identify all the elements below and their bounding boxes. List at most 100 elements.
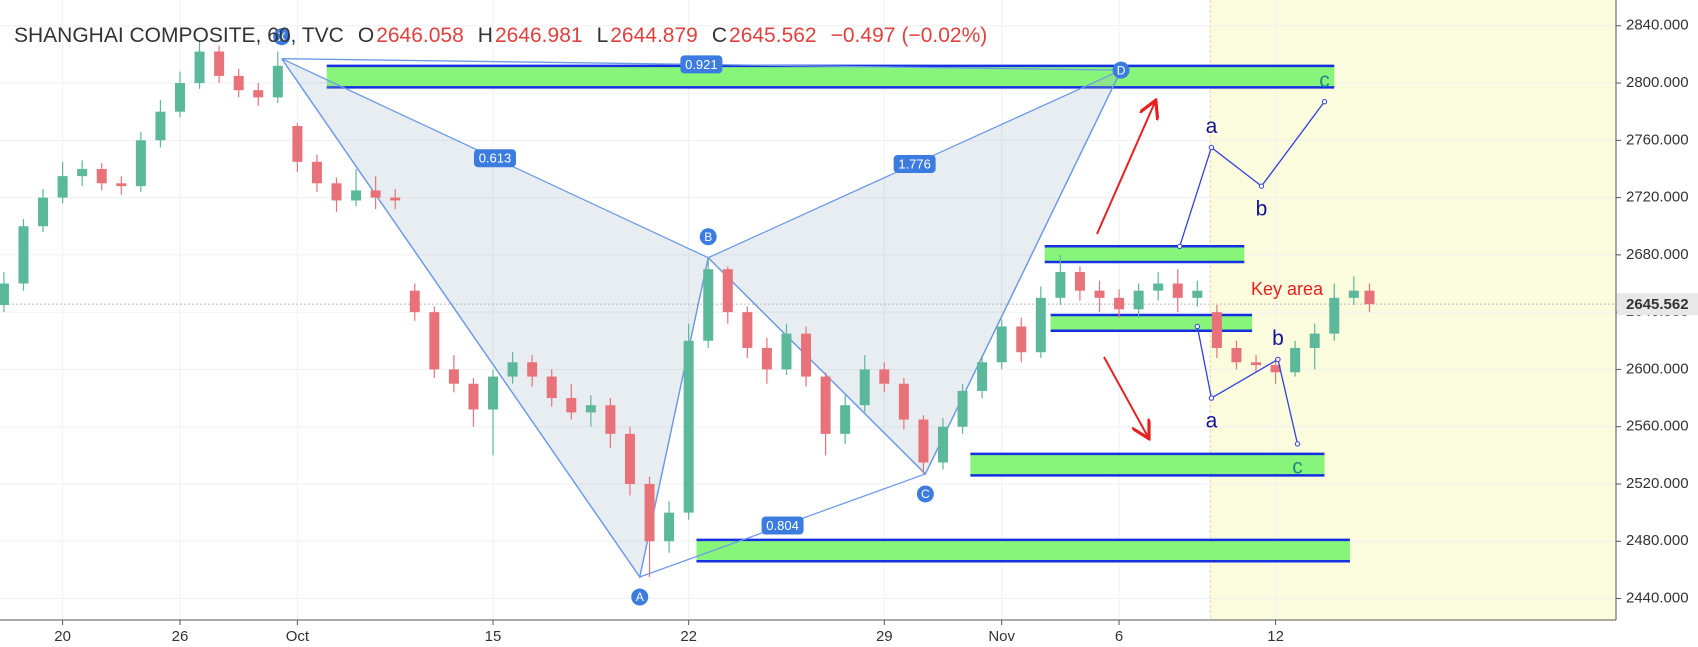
- candle-body: [1309, 333, 1320, 348]
- up-arrow: [1096, 102, 1155, 235]
- x-tick-label: Nov: [988, 628, 1015, 645]
- candle-body: [527, 362, 538, 377]
- candle-body: [1364, 290, 1375, 305]
- candle-body: [722, 269, 733, 313]
- symbol-title: SHANGHAI COMPOSITE, 60, TVC: [14, 24, 344, 47]
- candle-body: [879, 369, 890, 384]
- y-tick-label: 2600.000: [1626, 360, 1689, 377]
- candle-body: [1172, 283, 1183, 298]
- point-badge: [699, 228, 717, 246]
- ratio-badge: [473, 149, 516, 168]
- projection-layer: 0.613 0.804 1.776 0.921 X A B C Da b c a b c: [273, 28, 1330, 606]
- open-key: O: [357, 24, 375, 47]
- candle-body: [742, 312, 753, 348]
- candle-body: [409, 290, 420, 313]
- candle-body: [1290, 347, 1301, 373]
- x-tick-label: 29: [876, 628, 893, 645]
- candle-body: [331, 183, 342, 201]
- candle-body: [1211, 312, 1222, 348]
- point-label: C: [921, 487, 930, 501]
- candle-body: [1016, 326, 1027, 353]
- background-layer: [1209, 0, 1616, 620]
- pattern-layer: [281, 58, 1122, 579]
- candle-body: [546, 376, 557, 399]
- wave-label: b: [1272, 327, 1284, 350]
- candle-body: [1055, 272, 1066, 298]
- candle-body: [781, 333, 792, 370]
- zone: [1044, 246, 1245, 263]
- candle-body: [957, 390, 968, 427]
- x-tick-label: 22: [680, 628, 697, 645]
- pattern-fill: [708, 70, 1122, 474]
- projection-path: [1196, 326, 1299, 445]
- y-tick-label: 2800.000: [1626, 74, 1689, 91]
- last-price-label: 2645.562: [1626, 296, 1689, 313]
- point-label: D: [1117, 63, 1126, 77]
- candle-body: [1192, 290, 1203, 298]
- y-tick-label: 2720.000: [1626, 189, 1689, 206]
- candle-body: [801, 333, 812, 377]
- ratio-label: 0.613: [479, 151, 512, 166]
- candle-body: [1094, 290, 1105, 298]
- candle-body: [1133, 290, 1144, 310]
- candle-body: [0, 283, 9, 305]
- y-tick-label: 2560.000: [1626, 418, 1689, 435]
- candle-body: [429, 312, 440, 370]
- point-label: B: [704, 230, 712, 244]
- wave-label: c: [1292, 455, 1303, 478]
- forecast-region: [1210, 0, 1616, 620]
- candle-body: [38, 197, 49, 227]
- point-label: A: [636, 590, 644, 604]
- x-tick-label: 26: [172, 628, 189, 645]
- ratio-badge: [761, 516, 804, 535]
- change-value: −0.497: [830, 24, 896, 47]
- candle-body: [1153, 283, 1164, 291]
- wave-label: a: [1206, 410, 1218, 433]
- y-tick-label: 2760.000: [1626, 131, 1689, 148]
- point-badge: [916, 485, 934, 503]
- candle-body: [174, 83, 185, 112]
- candle-body: [292, 126, 303, 162]
- candle-body: [937, 426, 948, 463]
- candle-body: [996, 326, 1007, 363]
- point-badge: [1112, 61, 1130, 79]
- candle-body: [683, 340, 694, 513]
- candle-body: [644, 483, 655, 542]
- x-tick-label: 12: [1267, 628, 1284, 645]
- x-tick-label: Oct: [286, 628, 310, 645]
- candle-body: [57, 176, 68, 198]
- point-label: X: [278, 30, 286, 44]
- zone: [696, 539, 1350, 562]
- candle-body: [1114, 297, 1125, 310]
- candle-layer: [0, 40, 1375, 578]
- candle-body: [253, 90, 264, 98]
- candle-body: [820, 376, 831, 434]
- candle-body: [761, 347, 772, 370]
- y-tick-label: 2440.000: [1626, 589, 1689, 606]
- x-tick-label: 6: [1115, 628, 1123, 645]
- candle-body: [605, 405, 616, 434]
- y-tick-label: 2680.000: [1626, 246, 1689, 263]
- candle-body: [1035, 297, 1046, 353]
- candle-body: [77, 168, 88, 177]
- projection-node: [1194, 323, 1201, 330]
- zone: [1050, 315, 1253, 331]
- ratio-badge: [893, 154, 936, 173]
- y-tick-label: 2520.000: [1626, 475, 1689, 492]
- close-value: 2645.562: [729, 24, 817, 47]
- candle-body: [18, 226, 29, 284]
- pattern-fill: [281, 58, 709, 578]
- candle-body: [233, 75, 244, 91]
- ratio-label: 0.804: [766, 518, 799, 533]
- projection-path: [1179, 101, 1326, 247]
- x-tick-label: 20: [54, 628, 71, 645]
- candle-body: [1270, 365, 1281, 373]
- candle-body: [96, 168, 107, 184]
- candle-body: [194, 51, 205, 84]
- wave-label: c: [1319, 69, 1330, 92]
- key-area-label: Key area: [1251, 279, 1324, 299]
- candle-body: [468, 383, 479, 410]
- candle-body: [1329, 297, 1340, 334]
- candle-body: [664, 512, 675, 542]
